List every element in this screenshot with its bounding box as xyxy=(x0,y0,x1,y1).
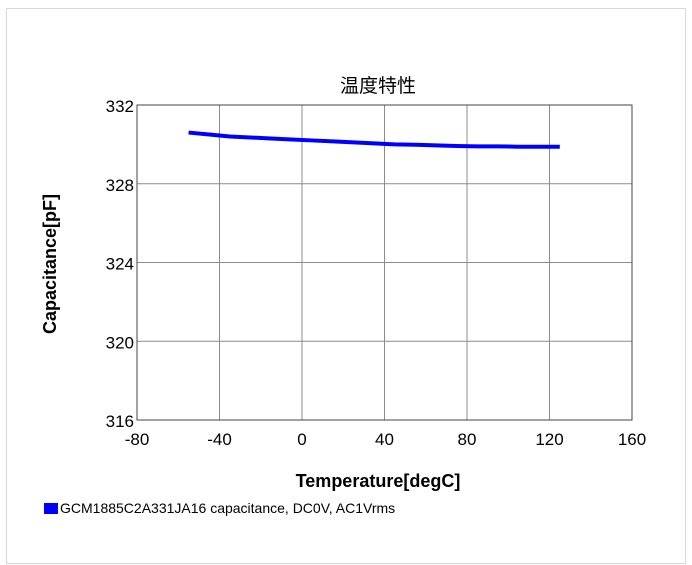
legend-label: GCM1885C2A331JA16 capacitance, DC0V, AC1… xyxy=(60,500,396,516)
y-tick-label: 328 xyxy=(106,176,134,195)
legend-swatch xyxy=(44,502,58,514)
x-tick-label: 120 xyxy=(535,430,563,449)
x-axis-label: Temperature[degC] xyxy=(296,471,461,491)
x-tick-label: 160 xyxy=(618,430,646,449)
x-tick-label: 40 xyxy=(375,430,394,449)
y-tick-label: 316 xyxy=(106,412,134,431)
y-axis-label: Capacitance[pF] xyxy=(40,194,60,334)
x-tick-label: 80 xyxy=(458,430,477,449)
x-tick-label: -80 xyxy=(125,430,150,449)
series-layer xyxy=(188,130,560,149)
x-tick-label: -40 xyxy=(207,430,232,449)
legend: GCM1885C2A331JA16 capacitance, DC0V, AC1… xyxy=(44,500,395,516)
y-tick-label: 332 xyxy=(106,97,134,116)
y-tick-label: 320 xyxy=(106,333,134,352)
x-tick-labels: -80 -40 0 40 80 120 160 xyxy=(125,430,646,449)
x-tick-label: 0 xyxy=(297,430,306,449)
grid-lines xyxy=(137,105,632,420)
axes xyxy=(136,104,633,421)
y-tick-labels: 316 320 324 328 332 xyxy=(106,97,134,431)
series-line xyxy=(188,130,560,149)
plot-border xyxy=(136,104,633,421)
y-tick-label: 324 xyxy=(106,255,134,274)
chart-title: 温度特性 xyxy=(340,75,416,97)
